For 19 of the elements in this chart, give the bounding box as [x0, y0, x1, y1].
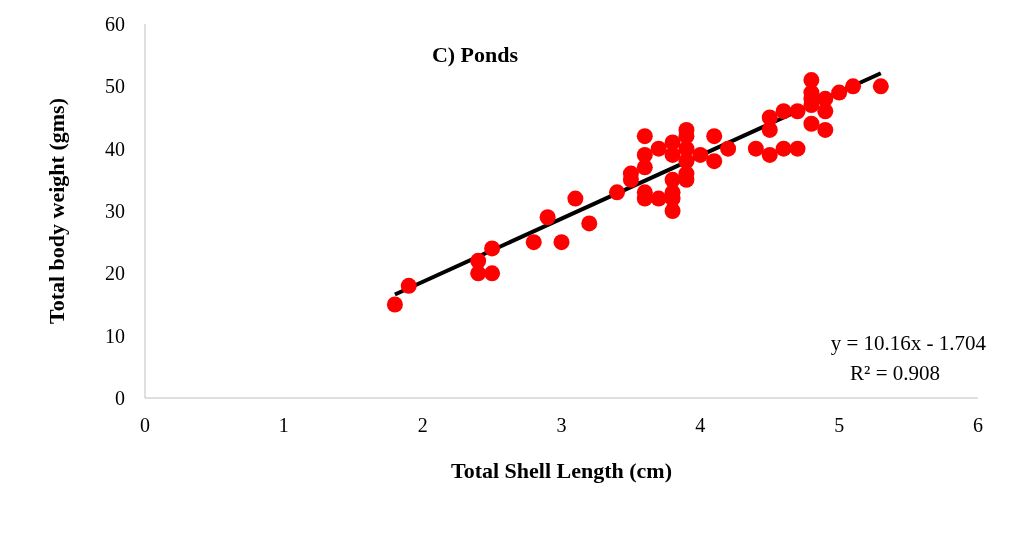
- y-tick-label: 30: [105, 200, 125, 223]
- y-tick-label: 60: [105, 13, 125, 36]
- x-tick-label: 4: [695, 414, 706, 437]
- y-tick-label: 0: [115, 387, 125, 410]
- y-tick-label: 20: [105, 262, 125, 285]
- text: C) Ponds: [431, 42, 519, 67]
- x-tick-label: 6: [973, 414, 983, 437]
- annotation: y = 10.16x - 1.704: [830, 331, 987, 355]
- x-tick-label: 2: [417, 414, 428, 437]
- x-tick-label: 5: [834, 414, 845, 437]
- x-tick-label: 1: [278, 414, 289, 437]
- y-axis-title: Total body weight (gms): [43, 98, 69, 324]
- x-axis-title: Total Shell Length (cm): [450, 458, 673, 483]
- annotation: R² = 0.908: [850, 361, 940, 385]
- x-tick-label: 0: [140, 414, 150, 437]
- y-tick-label: 10: [105, 324, 125, 347]
- y-tick-label: 40: [105, 137, 125, 160]
- y-tick-label: 50: [105, 75, 125, 98]
- x-tick-label: 3: [556, 414, 567, 437]
